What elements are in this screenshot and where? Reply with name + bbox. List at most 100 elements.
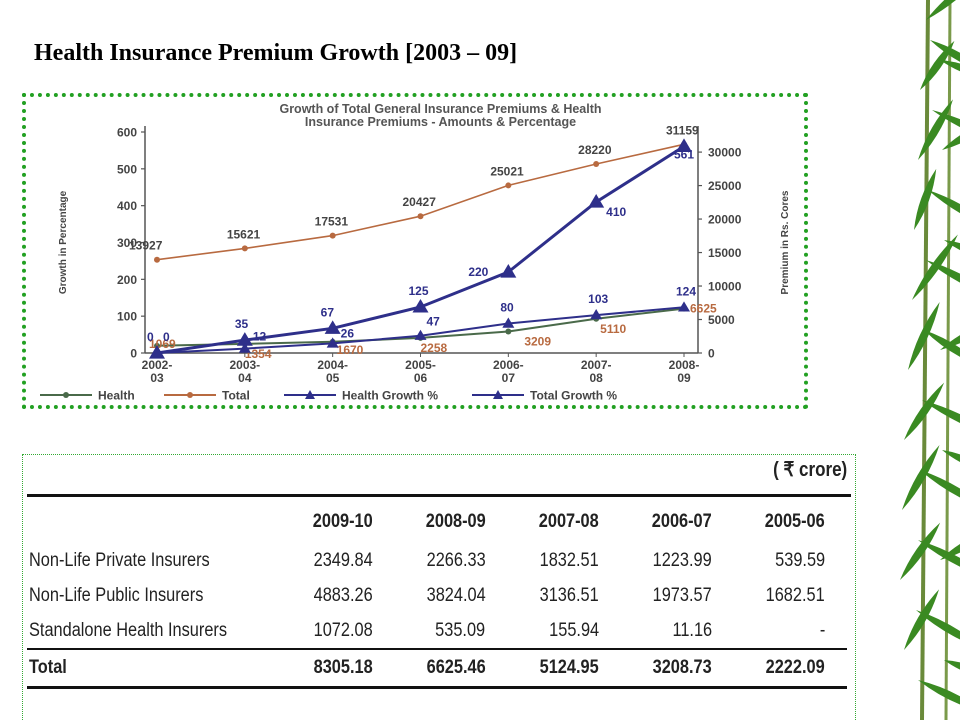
- total-point: [241, 245, 248, 252]
- total-data-label: 28220: [578, 143, 612, 157]
- right-axis-tick-label: 25000: [708, 179, 742, 193]
- x-axis-tick-label: 06: [414, 371, 428, 385]
- total-data-label: 15621: [227, 227, 261, 241]
- right-axis-tick-label: 5000: [708, 313, 735, 327]
- health-growth-point: [236, 332, 253, 346]
- bamboo-decoration: [900, 0, 960, 720]
- bamboo-leaf-shape: [940, 60, 960, 81]
- bamboo-leaf: [916, 610, 960, 650]
- bamboo-leaf-shape: [942, 120, 960, 150]
- bamboo-leaf-shape: [920, 40, 955, 90]
- bamboo-leaf: [920, 40, 955, 90]
- bamboo-leaf: [940, 319, 960, 350]
- table-header-row: 2009-10 2008-09 2007-08 2006-07 2005-06: [27, 511, 847, 543]
- table-cell: 2349.84: [313, 549, 373, 571]
- bamboo-leaf-shape: [928, 190, 960, 230]
- bamboo-leaf: [904, 382, 945, 440]
- bamboo-leaf-shape: [918, 99, 953, 160]
- bamboo-leaf-shape: [940, 530, 960, 560]
- table-cell: 155.94: [548, 619, 599, 641]
- total-growth-data-label: 103: [588, 292, 608, 306]
- bamboo-leaf: [926, 0, 960, 20]
- right-axis-tick-label: 0: [708, 347, 715, 361]
- table-cell: 6625.46: [394, 648, 508, 689]
- total-data-label: 17531: [315, 215, 349, 229]
- health-data-label: 3209: [524, 335, 551, 349]
- table-cell: 1682.51: [765, 584, 825, 606]
- row-label: Total: [27, 648, 282, 689]
- table-cell: 2222.09: [733, 648, 847, 689]
- table-cell: 5124.95: [507, 648, 621, 689]
- x-axis-tick-label: 2003-: [229, 358, 260, 372]
- bamboo-leaf-shape: [944, 240, 960, 263]
- table-row: Standalone Health Insurers 1072.08 535.0…: [27, 613, 847, 649]
- bamboo-leaf-shape: [922, 400, 960, 440]
- x-axis-tick-label: 2005-: [405, 358, 436, 372]
- bamboo-leaf-shape: [902, 445, 940, 510]
- table-cell: 1973.57: [652, 584, 712, 606]
- bamboo-leaf-shape: [920, 470, 960, 510]
- legend-label: Total: [222, 389, 250, 403]
- bamboo-stem: [920, 0, 930, 720]
- table-row: Non-Life Public Insurers 4883.26 3824.04…: [27, 578, 847, 613]
- table-cell: 1832.51: [539, 549, 599, 571]
- left-axis-tick-label: 600: [117, 126, 137, 140]
- bamboo-leaf: [904, 589, 939, 650]
- column-header: 2005-06: [765, 511, 825, 532]
- x-axis-tick-label: 03: [150, 371, 164, 385]
- bamboo-leaf: [928, 190, 960, 230]
- bamboo-leaf-shape: [926, 0, 960, 20]
- total-growth-point: [590, 309, 603, 320]
- left-axis-tick-label: 100: [117, 310, 137, 324]
- right-axis-tick-label: 15000: [708, 246, 742, 260]
- health-data-label: 6625: [690, 302, 717, 316]
- bamboo-leaf: [902, 445, 940, 510]
- total-data-label: 13927: [129, 239, 163, 253]
- bamboo-leaf: [920, 470, 960, 510]
- table-top-rule: [27, 494, 851, 497]
- chart-frame: Growth of Total General Insurance Premiu…: [22, 93, 808, 409]
- premium-table: 2009-10 2008-09 2007-08 2006-07 2005-06 …: [27, 511, 847, 689]
- bamboo-leaf-shape: [912, 234, 958, 300]
- total-point: [154, 256, 160, 263]
- bamboo-leaf: [926, 260, 960, 300]
- health-data-label: 5110: [600, 322, 626, 336]
- bamboo-leaf: [944, 240, 960, 263]
- bamboo-leaf-shape: [926, 260, 960, 300]
- health-growth-point: [500, 263, 517, 278]
- bamboo-leaf-shape: [904, 382, 945, 440]
- row-label: Non-Life Private Insurers: [29, 549, 210, 571]
- growth-line-chart: Growth of Total General Insurance Premiu…: [40, 102, 791, 403]
- left-axis-tick-label: 500: [117, 162, 137, 176]
- table-cell: 539.59: [775, 549, 825, 571]
- row-label: Non-Life Public Insurers: [29, 584, 204, 606]
- bamboo-leaf: [908, 302, 940, 370]
- legend-marker: [187, 392, 193, 398]
- x-axis-tick-label: 07: [502, 371, 516, 385]
- left-axis-tick-label: 0: [130, 347, 137, 361]
- bamboo-leaf: [918, 680, 960, 713]
- x-axis-tick-label: 2008-: [669, 358, 700, 372]
- total-growth-data-label: 80: [500, 301, 514, 315]
- left-axis-tick-label: 300: [117, 236, 137, 250]
- chart-title-line-1: Growth of Total General Insurance Premiu…: [279, 102, 601, 116]
- total-growth-point: [151, 347, 163, 358]
- table-total-row: Total 8305.18 6625.46 5124.95 3208.73 22…: [27, 648, 847, 689]
- bamboo-leaf: [932, 110, 960, 149]
- total-data-label: 20427: [403, 195, 437, 209]
- table-cell: 1072.08: [313, 619, 373, 641]
- bamboo-leaf-shape: [918, 680, 960, 713]
- health-growth-point: [588, 193, 605, 208]
- chart-title-line-2: Insurance Premiums - Amounts & Percentag…: [305, 115, 576, 129]
- total-growth-data-label: 124: [676, 284, 696, 298]
- total-growth-point: [414, 329, 427, 340]
- table-cell: 2266.33: [426, 549, 486, 571]
- column-header: 2009-10: [312, 511, 373, 532]
- bamboo-leaf-shape: [918, 540, 960, 580]
- unit-note: ( ₹ crore): [772, 459, 847, 481]
- table-cell: 535.09: [435, 619, 486, 641]
- total-growth-data-label: 26: [341, 326, 355, 340]
- total-growth-point: [502, 317, 515, 328]
- x-axis-tick-label: 2002-: [142, 358, 173, 372]
- legend-label: Total Growth %: [530, 389, 617, 403]
